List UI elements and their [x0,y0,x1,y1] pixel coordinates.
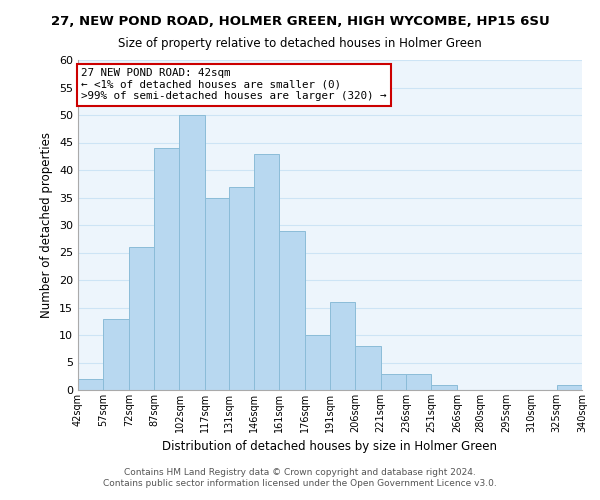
Bar [179,115,205,390]
Text: 27, NEW POND ROAD, HOLMER GREEN, HIGH WYCOMBE, HP15 6SU: 27, NEW POND ROAD, HOLMER GREEN, HIGH WY… [50,15,550,28]
Text: Contains HM Land Registry data © Crown copyright and database right 2024.
Contai: Contains HM Land Registry data © Crown c… [103,468,497,487]
Bar [431,384,457,390]
Text: 27 NEW POND ROAD: 42sqm
← <1% of detached houses are smaller (0)
>99% of semi-de: 27 NEW POND ROAD: 42sqm ← <1% of detache… [82,68,387,102]
Bar [406,374,431,390]
Bar [557,384,582,390]
Y-axis label: Number of detached properties: Number of detached properties [40,132,53,318]
Bar [205,198,229,390]
Bar [129,247,154,390]
Bar [305,335,330,390]
Bar [78,379,103,390]
Bar [279,230,305,390]
Bar [355,346,381,390]
Bar [330,302,355,390]
Bar [154,148,179,390]
X-axis label: Distribution of detached houses by size in Holmer Green: Distribution of detached houses by size … [163,440,497,454]
Text: Size of property relative to detached houses in Holmer Green: Size of property relative to detached ho… [118,38,482,51]
Bar [381,374,406,390]
Bar [254,154,279,390]
Bar [229,186,254,390]
Bar [103,318,129,390]
